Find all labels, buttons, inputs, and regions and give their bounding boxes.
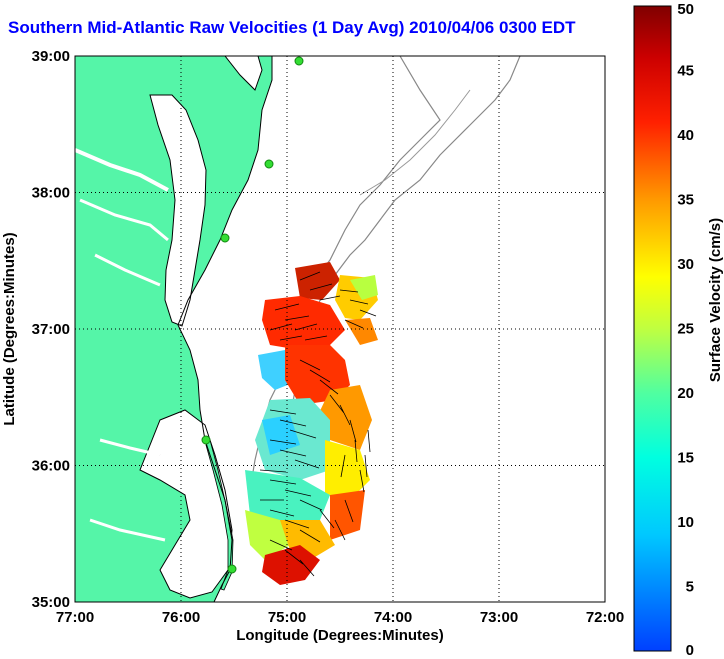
y-tick-label: 37:00	[32, 321, 70, 338]
land-area	[75, 56, 272, 602]
y-tick-label: 36:00	[32, 458, 70, 475]
colorbar-tick-label: 30	[677, 256, 694, 273]
x-tick-label: 77:00	[56, 609, 94, 626]
map-title: Southern Mid-Atlantic Raw Velocities (1 …	[8, 18, 576, 37]
station-markers	[201, 56, 304, 574]
colorbar-tick-label: 0	[686, 642, 694, 659]
colorbar-tick-label: 5	[686, 579, 694, 596]
chesapeake-bay	[149, 94, 207, 327]
colorbar-tick-label: 40	[677, 127, 694, 144]
x-tick-label: 75:00	[268, 609, 306, 626]
colorbar	[633, 5, 672, 652]
station-marker	[201, 435, 211, 445]
station-marker	[294, 56, 304, 66]
y-tick-label: 35:00	[32, 594, 70, 611]
y-tick-label: 39:00	[32, 48, 70, 65]
colorbar-tick-label: 20	[677, 385, 694, 402]
y-axis-ticks: 39:00 38:00 37:00 36:00 35:00	[32, 48, 70, 611]
station-marker	[220, 233, 230, 243]
x-tick-label: 73:00	[480, 609, 518, 626]
x-tick-label: 72:00	[586, 609, 624, 626]
colorbar-tick-label: 25	[677, 321, 694, 338]
x-axis-label: Longitude (Degrees:Minutes)	[236, 627, 444, 644]
station-marker	[227, 564, 237, 574]
colorbar-label: Surface Velocity (cm/s)	[707, 218, 724, 382]
colorbar-tick-label: 35	[677, 192, 694, 209]
x-tick-label: 76:00	[162, 609, 200, 626]
x-axis-ticks: 77:00 76:00 75:00 74:00 73:00 72:00	[56, 609, 624, 626]
station-marker	[264, 159, 274, 169]
y-axis-label: Latitude (Degrees:Minutes)	[1, 232, 18, 425]
colorbar-tick-label: 50	[677, 1, 694, 18]
colorbar-tick-label: 45	[677, 63, 694, 80]
colorbar-tick-label: 10	[677, 514, 694, 531]
velocity-vectors	[259, 271, 377, 577]
colorbar-tick-label: 15	[677, 450, 694, 467]
plot-frame	[74, 55, 606, 603]
y-tick-label: 38:00	[32, 185, 70, 202]
x-tick-label: 74:00	[374, 609, 412, 626]
colorbar-ticks: 0 5 10 15 20 25 30 35 40 45 50	[677, 1, 694, 659]
map-grid	[75, 56, 605, 602]
